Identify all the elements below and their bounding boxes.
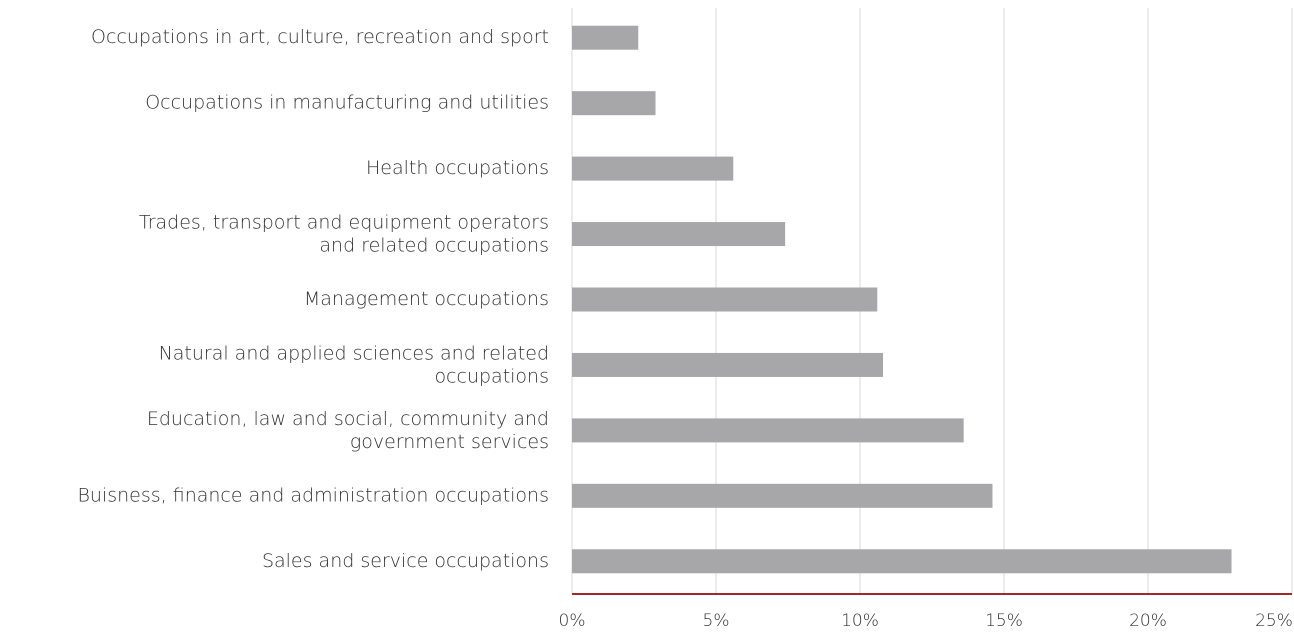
y-tick-label: Occupations in art, culture, recreation … — [91, 26, 549, 48]
y-tick-label: Education, law and social, community and… — [147, 407, 549, 452]
x-tick-label: 15% — [985, 611, 1023, 631]
x-tick-label: 0% — [559, 611, 586, 631]
bar — [572, 156, 734, 181]
x-tick-label: 10% — [841, 611, 879, 631]
y-tick-label: Health occupations — [366, 157, 549, 179]
bar — [572, 91, 656, 116]
bar — [572, 222, 786, 247]
x-tick-label: 20% — [1129, 611, 1167, 631]
x-tick-label: 5% — [703, 611, 730, 631]
bar — [572, 483, 993, 508]
y-tick-label: Natural and applied sciences and related… — [159, 342, 549, 387]
y-tick-label: Occupations in manufacturing and utiliti… — [145, 92, 549, 114]
bar — [572, 287, 878, 312]
y-tick-label: Management occupations — [304, 288, 549, 310]
bar — [572, 25, 639, 50]
x-tick-label: 25% — [1255, 611, 1293, 631]
bar — [572, 549, 1232, 574]
y-tick-label: Sales and service occupations — [262, 550, 549, 572]
bar — [572, 352, 884, 377]
y-tick-label: Trades, transport and equipment operator… — [139, 211, 549, 256]
y-tick-label: Buisness, finance and administration occ… — [77, 484, 549, 506]
bar — [572, 418, 964, 443]
